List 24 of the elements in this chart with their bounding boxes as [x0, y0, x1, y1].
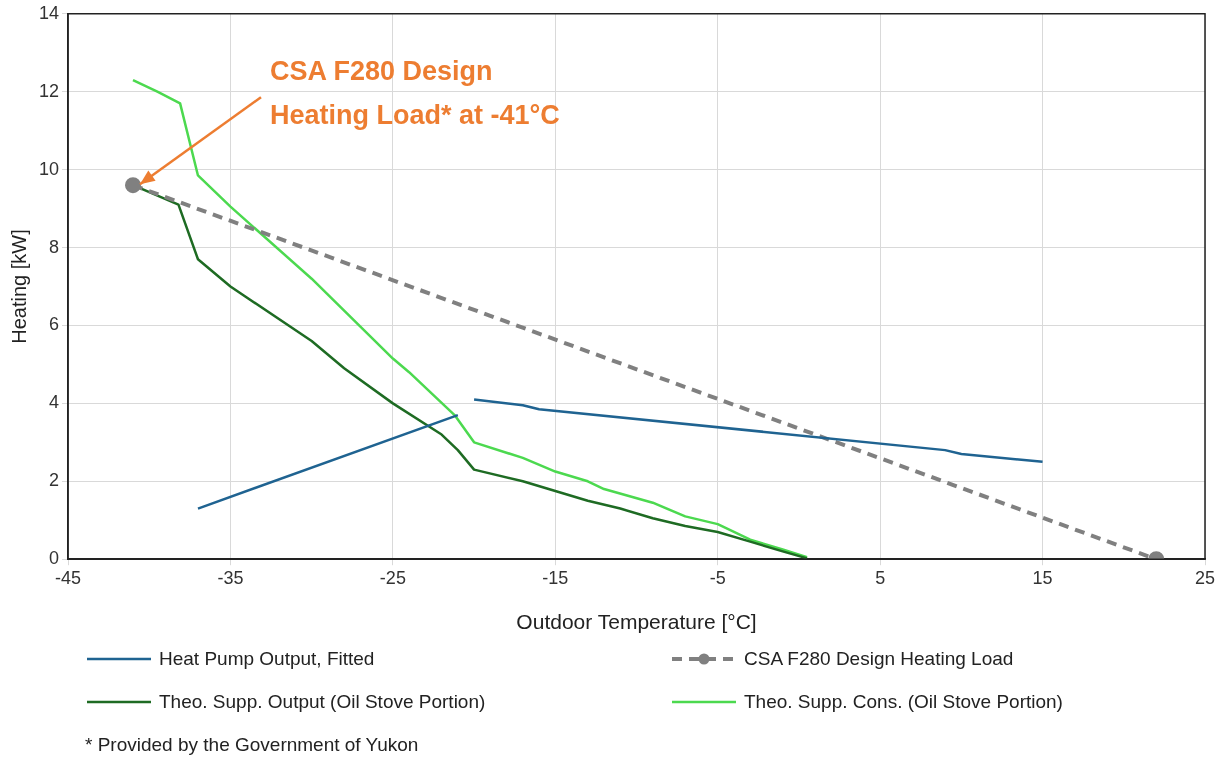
- x-tick-label: -35: [217, 567, 244, 588]
- x-tick-label: -15: [542, 567, 569, 588]
- x-axis-title: Outdoor Temperature [°C]: [516, 610, 757, 634]
- y-tick-label: 2: [49, 470, 60, 491]
- y-tick-label: 14: [38, 2, 60, 23]
- y-tick-label: 12: [38, 80, 60, 101]
- y-tick-label: 8: [49, 236, 60, 257]
- y-tick-label: 0: [49, 548, 60, 569]
- legend-label: Theo. Supp. Output (Oil Stove Portion): [159, 690, 486, 713]
- legend-label: Theo. Supp. Cons. (Oil Stove Portion): [744, 690, 1063, 713]
- x-tick-label: -5: [709, 567, 726, 588]
- y-tick-label: 10: [38, 158, 60, 179]
- y-axis-title: Heating [kW]: [7, 229, 30, 344]
- text: * Provided by the Government of Yukon: [85, 734, 419, 756]
- legend-label: Heat Pump Output, Fitted: [159, 647, 375, 670]
- annotation: CSA F280 Design Heating Load* at -41°C: [269, 56, 560, 131]
- x-tick-label: 5: [875, 567, 886, 588]
- x-tick-label: 25: [1194, 567, 1216, 588]
- y-tick-label: 6: [49, 314, 60, 335]
- x-tick-label: 15: [1032, 567, 1053, 588]
- y-tick-label: 4: [49, 392, 60, 413]
- x-tick-label: -45: [55, 567, 82, 588]
- legend-label: CSA F280 Design Heating Load: [744, 647, 1014, 670]
- x-tick-label: -25: [379, 567, 406, 588]
